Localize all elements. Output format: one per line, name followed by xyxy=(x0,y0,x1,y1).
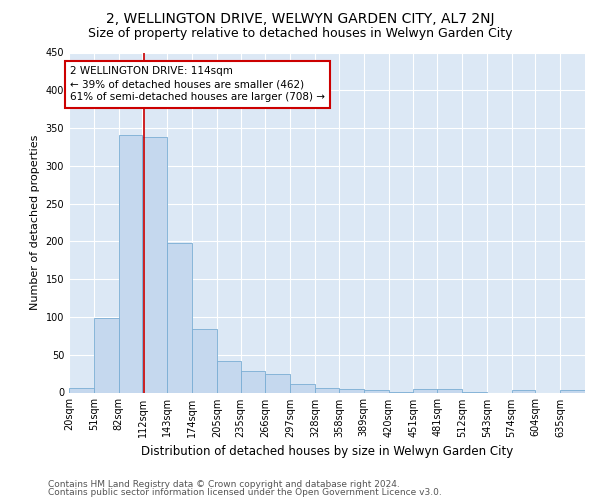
Bar xyxy=(119,135,142,392)
Bar xyxy=(364,390,389,392)
Bar xyxy=(265,374,290,392)
Bar xyxy=(241,372,265,392)
Bar xyxy=(315,388,339,392)
Bar xyxy=(512,390,535,392)
Bar xyxy=(69,388,94,392)
Bar xyxy=(167,243,192,392)
Bar xyxy=(413,388,437,392)
Y-axis label: Number of detached properties: Number of detached properties xyxy=(30,135,40,310)
Text: Contains public sector information licensed under the Open Government Licence v3: Contains public sector information licen… xyxy=(48,488,442,497)
X-axis label: Distribution of detached houses by size in Welwyn Garden City: Distribution of detached houses by size … xyxy=(141,445,513,458)
Bar xyxy=(142,137,167,392)
Text: Size of property relative to detached houses in Welwyn Garden City: Size of property relative to detached ho… xyxy=(88,28,512,40)
Bar xyxy=(560,390,585,392)
Bar xyxy=(290,384,315,392)
Bar xyxy=(437,388,462,392)
Bar xyxy=(94,318,119,392)
Bar xyxy=(339,388,364,392)
Bar xyxy=(217,361,241,392)
Text: 2, WELLINGTON DRIVE, WELWYN GARDEN CITY, AL7 2NJ: 2, WELLINGTON DRIVE, WELWYN GARDEN CITY,… xyxy=(106,12,494,26)
Bar xyxy=(192,329,217,392)
Text: Contains HM Land Registry data © Crown copyright and database right 2024.: Contains HM Land Registry data © Crown c… xyxy=(48,480,400,489)
Text: 2 WELLINGTON DRIVE: 114sqm
← 39% of detached houses are smaller (462)
61% of sem: 2 WELLINGTON DRIVE: 114sqm ← 39% of deta… xyxy=(70,66,325,102)
